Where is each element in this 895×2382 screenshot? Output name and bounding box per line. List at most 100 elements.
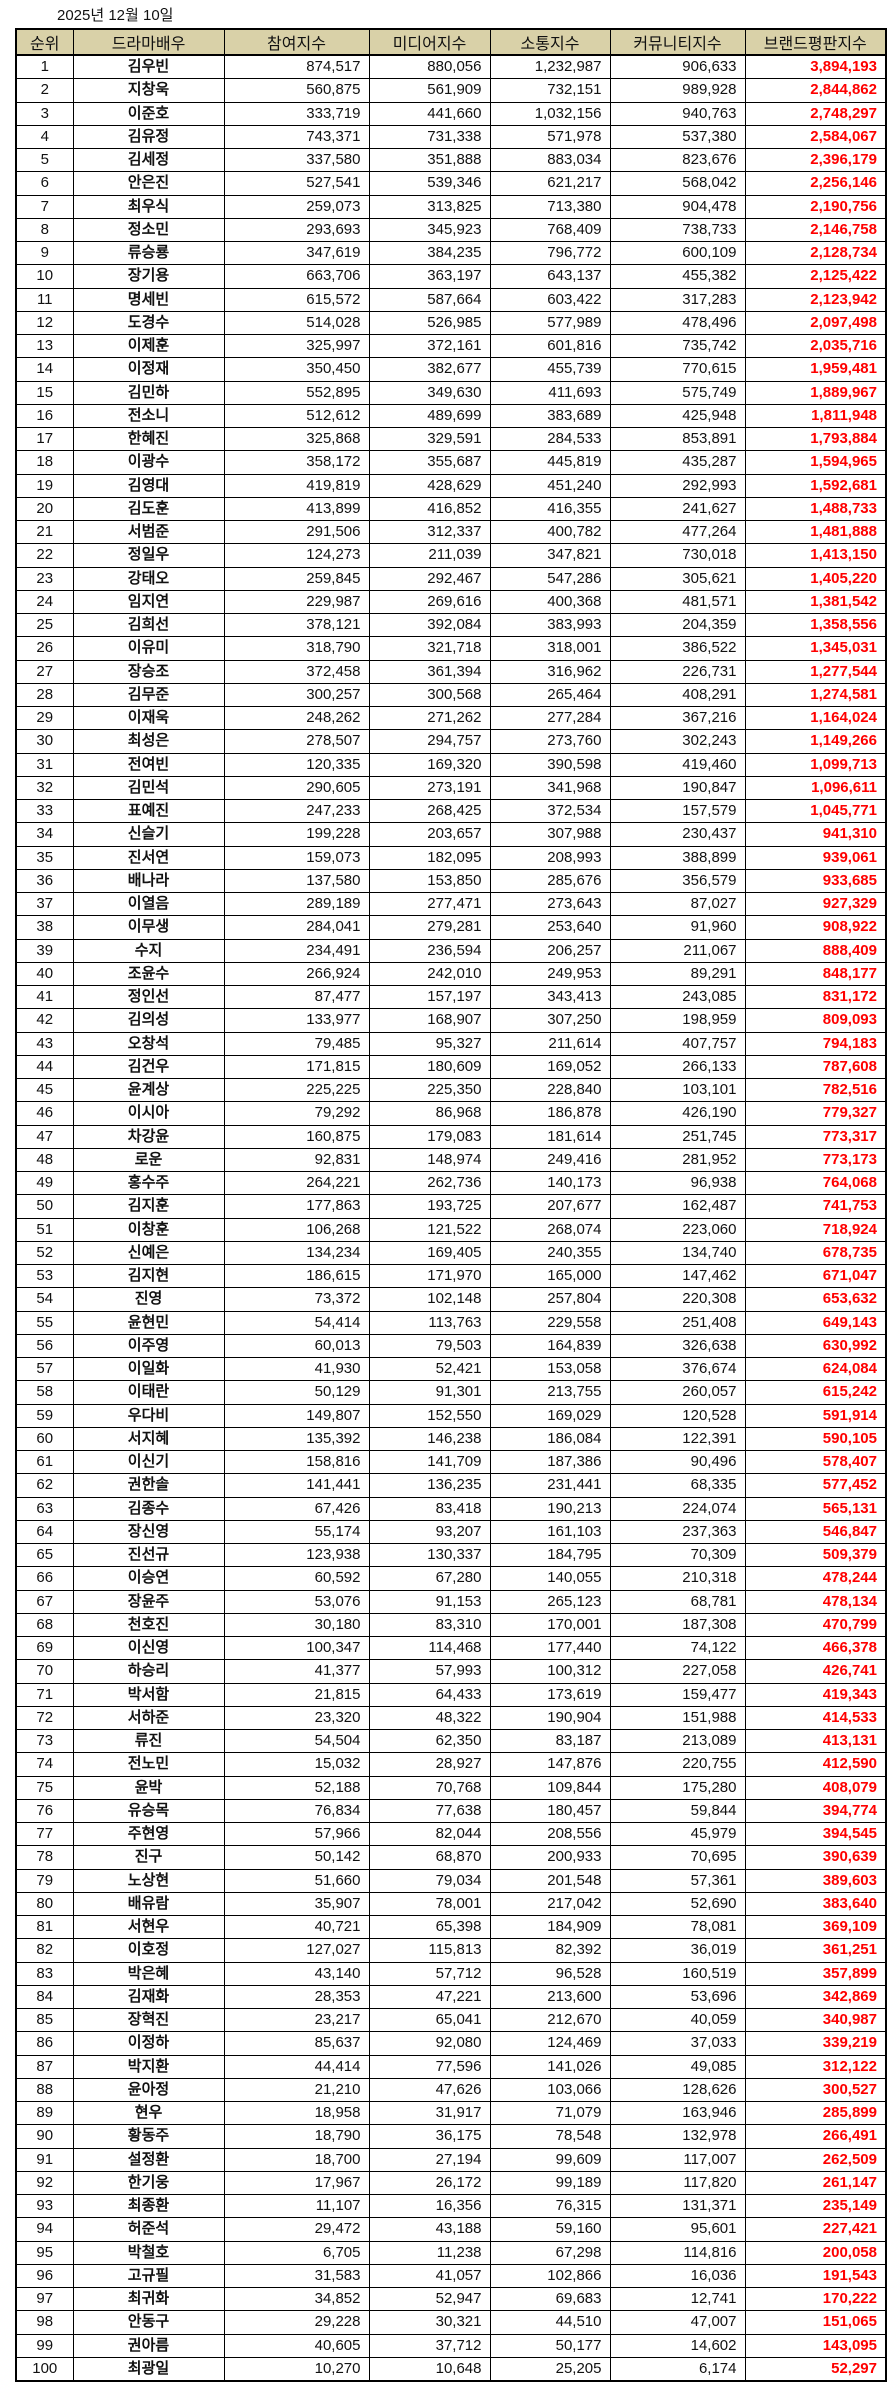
brand-reputation-cell: 3,894,193 [744, 54, 887, 80]
brand-reputation-cell: 170,222 [744, 2286, 887, 2312]
table-row: 45 윤계상 225,225 225,350 228,840 103,101 782,516 [15, 1077, 887, 1103]
brand-reputation-cell: 773,317 [744, 1124, 887, 1149]
community-cell: 70,695 [609, 1845, 746, 1870]
community-cell: 187,308 [609, 1612, 746, 1638]
participation-cell: 53,076 [223, 1589, 370, 1614]
participation-cell: 514,028 [223, 310, 370, 336]
participation-cell: 41,377 [223, 1659, 370, 1684]
media-cell: 361,394 [368, 659, 491, 684]
communication-cell: 140,055 [489, 1566, 611, 1591]
community-cell: 16,036 [609, 2263, 746, 2289]
communication-cell: 240,355 [489, 1240, 611, 1266]
communication-cell: 547,286 [489, 566, 611, 591]
participation-cell: 134,234 [223, 1240, 370, 1266]
rank-cell: 8 [15, 217, 74, 243]
brand-reputation-cell: 285,899 [744, 2100, 887, 2126]
rank-cell: 14 [15, 357, 74, 382]
table-row: 3 이준호 333,719 441,660 1,032,156 940,763 2,748,… [15, 101, 887, 126]
participation-cell: 372,458 [223, 659, 370, 684]
media-cell: 152,550 [368, 1403, 491, 1428]
community-cell: 40,059 [609, 2007, 746, 2033]
table-row: 61 이신기 158,816 141,709 187,386 90,496 578,407 [15, 1449, 887, 1475]
community-cell: 132,978 [609, 2124, 746, 2149]
rank-cell: 50 [15, 1194, 74, 1219]
rank-cell: 16 [15, 403, 74, 429]
participation-cell: 171,815 [223, 1054, 370, 1080]
table-row: 16 전소니 512,612 489,699 383,689 425,948 1,811,9… [15, 403, 887, 429]
media-cell: 121,522 [368, 1217, 491, 1242]
media-cell: 16,356 [368, 2193, 491, 2219]
rank-cell: 36 [15, 868, 74, 894]
participation-cell: 325,868 [223, 426, 370, 452]
rank-cell: 86 [15, 2031, 74, 2056]
community-cell: 326,638 [609, 1333, 746, 1359]
communication-cell: 571,978 [489, 124, 611, 150]
community-cell: 213,089 [609, 1728, 746, 1754]
rank-cell: 61 [15, 1449, 74, 1475]
communication-cell: 164,839 [489, 1333, 611, 1359]
communication-cell: 601,816 [489, 333, 611, 359]
media-cell: 169,320 [368, 752, 491, 777]
community-cell: 59,844 [609, 1798, 746, 1824]
communication-cell: 187,386 [489, 1449, 611, 1475]
participation-cell: 247,233 [223, 798, 370, 824]
participation-cell: 29,472 [223, 2217, 370, 2242]
actor-name-cell: 이승연 [72, 1566, 225, 1591]
actor-name-cell: 이재욱 [72, 705, 225, 731]
table-row: 85 장혁진 23,217 65,041 212,670 40,059 340,987 [15, 2007, 887, 2033]
communication-cell: 372,534 [489, 798, 611, 824]
communication-cell: 99,609 [489, 2147, 611, 2172]
brand-reputation-cell: 2,256,146 [744, 171, 887, 196]
table-row: 93 최종환 11,107 16,356 76,315 131,371 235,149 [15, 2193, 887, 2219]
table-row: 2 지창욱 560,875 561,909 732,151 989,928 2,844,86… [15, 78, 887, 103]
media-cell: 36,175 [368, 2124, 491, 2149]
rank-cell: 17 [15, 426, 74, 452]
media-cell: 269,616 [368, 589, 491, 615]
brand-reputation-cell: 577,452 [744, 1473, 887, 1498]
communication-cell: 181,614 [489, 1124, 611, 1149]
community-cell: 220,308 [609, 1287, 746, 1312]
brand-reputation-cell: 52,297 [744, 2356, 887, 2382]
table-row: 8 정소민 293,693 345,923 768,409 738,733 2,146,75… [15, 217, 887, 243]
communication-cell: 124,469 [489, 2031, 611, 2056]
participation-cell: 419,819 [223, 473, 370, 498]
media-cell: 236,594 [368, 938, 491, 963]
actor-name-cell: 김무준 [72, 682, 225, 708]
communication-cell: 213,600 [489, 1984, 611, 2010]
actor-name-cell: 류진 [72, 1728, 225, 1754]
table-row: 22 정일우 124,273 211,039 347,821 730,018 1,413,1… [15, 543, 887, 568]
actor-name-cell: 서현우 [72, 1914, 225, 1940]
communication-cell: 249,416 [489, 1147, 611, 1173]
actor-name-cell: 전여빈 [72, 752, 225, 777]
media-cell: 95,327 [368, 1031, 491, 1056]
community-cell: 36,019 [609, 1938, 746, 1963]
rank-cell: 23 [15, 566, 74, 591]
communication-cell: 165,000 [489, 1263, 611, 1289]
participation-cell: 234,491 [223, 938, 370, 963]
brand-reputation-cell: 578,407 [744, 1449, 887, 1475]
participation-cell: 512,612 [223, 403, 370, 429]
participation-cell: 23,320 [223, 1705, 370, 1731]
community-cell: 90,496 [609, 1449, 746, 1475]
actor-name-cell: 신예은 [72, 1240, 225, 1266]
media-cell: 86,968 [368, 1101, 491, 1126]
rank-cell: 37 [15, 891, 74, 917]
participation-cell: 615,572 [223, 287, 370, 312]
brand-reputation-cell: 1,274,581 [744, 682, 887, 708]
participation-cell: 85,637 [223, 2031, 370, 2056]
actor-name-cell: 조윤수 [72, 961, 225, 987]
brand-reputation-cell: 565,131 [744, 1496, 887, 1521]
media-cell: 57,993 [368, 1659, 491, 1684]
participation-cell: 34,852 [223, 2286, 370, 2312]
communication-cell: 76,315 [489, 2193, 611, 2219]
participation-cell: 337,580 [223, 147, 370, 173]
actor-name-cell: 진구 [72, 1845, 225, 1870]
rank-cell: 27 [15, 659, 74, 684]
brand-reputation-cell: 1,405,220 [744, 566, 887, 591]
media-cell: 27,194 [368, 2147, 491, 2172]
community-cell: 407,757 [609, 1031, 746, 1056]
rank-cell: 4 [15, 124, 74, 150]
actor-name-cell: 김종수 [72, 1496, 225, 1521]
rank-cell: 80 [15, 1891, 74, 1917]
rank-cell: 47 [15, 1124, 74, 1149]
